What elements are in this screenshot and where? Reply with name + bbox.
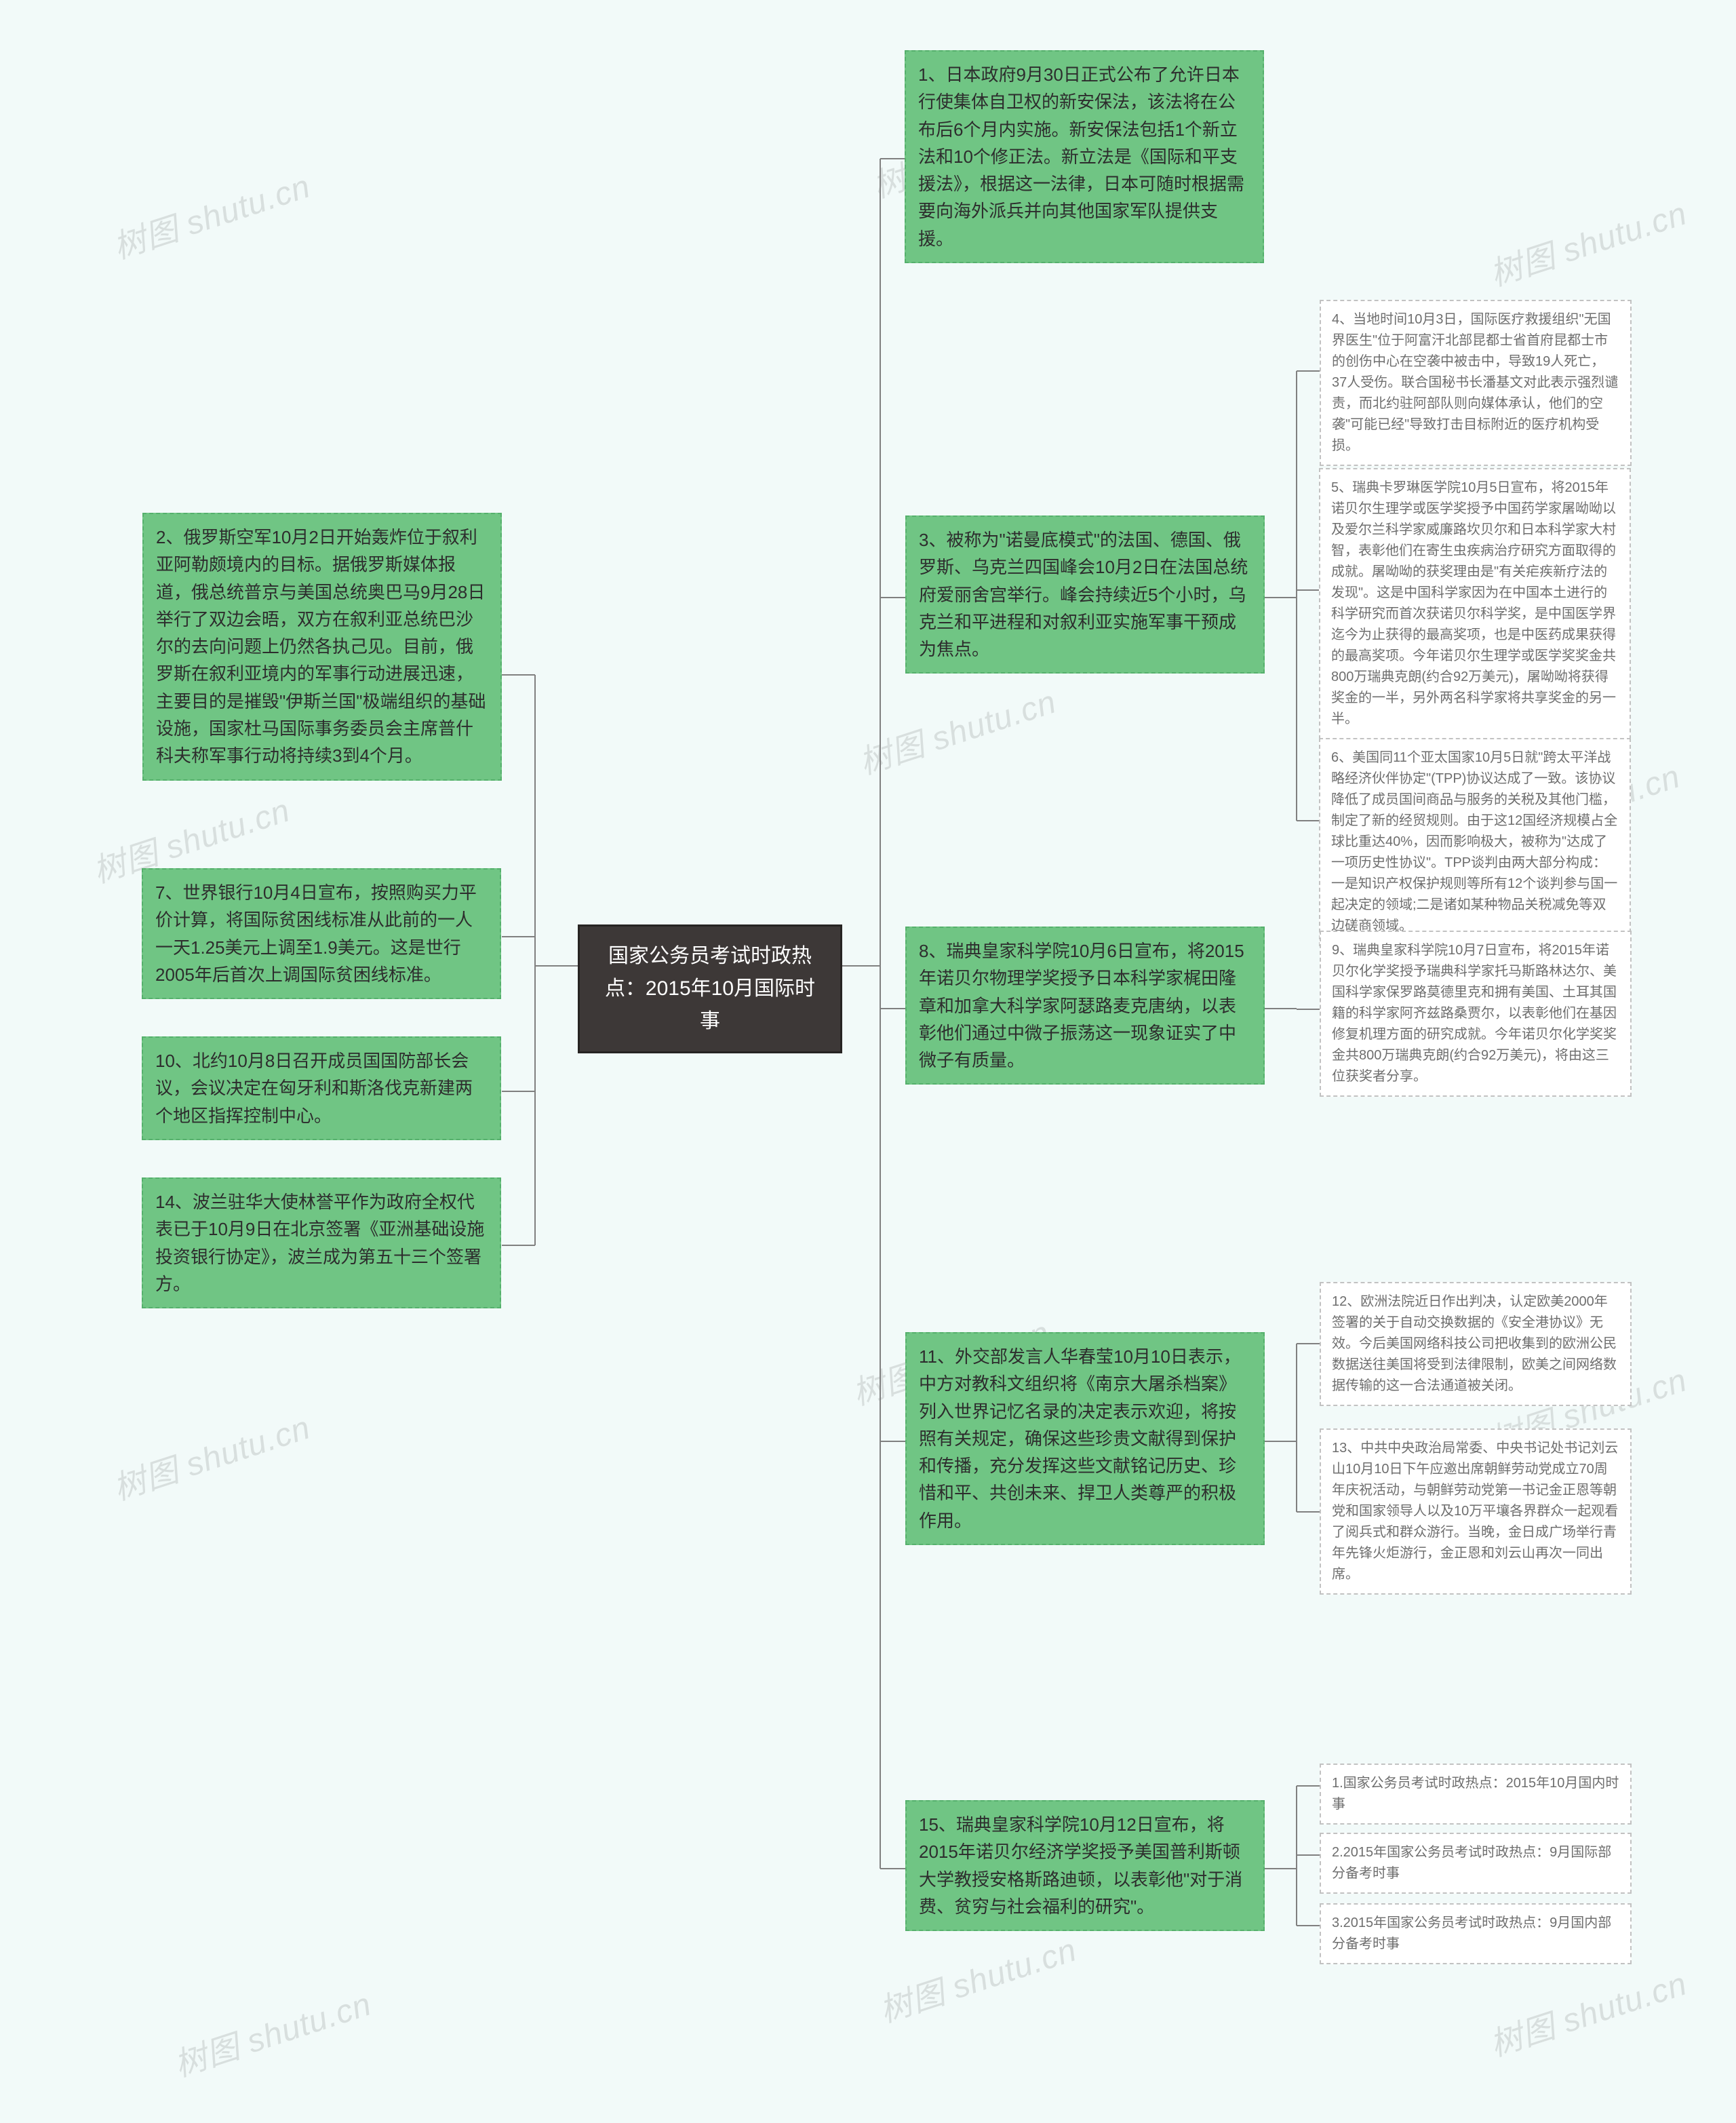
right-white-node-8: 3.2015年国家公务员考试时政热点：9月国内部分备考时事: [1320, 1903, 1632, 1964]
right-green-node-3: 11、外交部发言人华春莹10月10日表示，中方对教科文组织将《南京大屠杀档案》列…: [905, 1332, 1265, 1545]
right-white-node-5: 13、中共中央政治局常委、中央书记处书记刘云山10月10日下午应邀出席朝鲜劳动党…: [1320, 1428, 1632, 1595]
right-green-node-4: 15、瑞典皇家科学院10月12日宣布，将2015年诺贝尔经济学奖授予美国普利斯顿…: [905, 1800, 1265, 1931]
left-node-0: 2、俄罗斯空军10月2日开始轰炸位于叙利亚阿勒颇境内的目标。据俄罗斯媒体报道，俄…: [142, 513, 502, 781]
right-white-node-1: 5、瑞典卡罗琳医学院10月5日宣布，将2015年诺贝尔生理学或医学奖授予中国药学…: [1319, 468, 1631, 739]
left-node-2: 10、北约10月8日召开成员国国防部长会议，会议决定在匈牙利和斯洛伐克新建两个地…: [142, 1036, 501, 1140]
right-green-node-2: 8、瑞典皇家科学院10月6日宣布，将2015年诺贝尔物理学奖授予日本科学家梶田隆…: [905, 927, 1265, 1085]
right-white-node-0: 4、当地时间10月3日，国际医疗救援组织"无国界医生"位于阿富汗北部昆都士省首府…: [1320, 300, 1632, 466]
right-white-node-4: 12、欧洲法院近日作出判决，认定欧美2000年签署的关于自动交换数据的《安全港协…: [1320, 1282, 1632, 1406]
right-green-node-0: 1、日本政府9月30日正式公布了允许日本行使集体自卫权的新安保法，该法将在公布后…: [905, 50, 1264, 263]
right-green-node-1: 3、被称为"诺曼底模式"的法国、德国、俄罗斯、乌克兰四国峰会10月2日在法国总统…: [905, 515, 1265, 674]
right-white-node-2: 6、美国同11个亚太国家10月5日就"跨太平洋战略经济伙伴协定"(TPP)协议达…: [1319, 738, 1631, 946]
left-node-1: 7、世界银行10月4日宣布，按照购买力平价计算，将国际贫困线标准从此前的一人一天…: [142, 868, 501, 999]
right-white-node-7: 2.2015年国家公务员考试时政热点：9月国际部分备考时事: [1320, 1833, 1632, 1894]
right-white-node-6: 1.国家公务员考试时政热点：2015年10月国内时事: [1320, 1764, 1632, 1825]
right-white-node-3: 9、瑞典皇家科学院10月7日宣布，将2015年诺贝尔化学奖授予瑞典科学家托马斯路…: [1320, 931, 1632, 1097]
center-node: 国家公务员考试时政热点：2015年10月国际时事: [578, 924, 842, 1053]
left-node-3: 14、波兰驻华大使林誉平作为政府全权代表已于10月9日在北京签署《亚洲基础设施投…: [142, 1177, 501, 1308]
